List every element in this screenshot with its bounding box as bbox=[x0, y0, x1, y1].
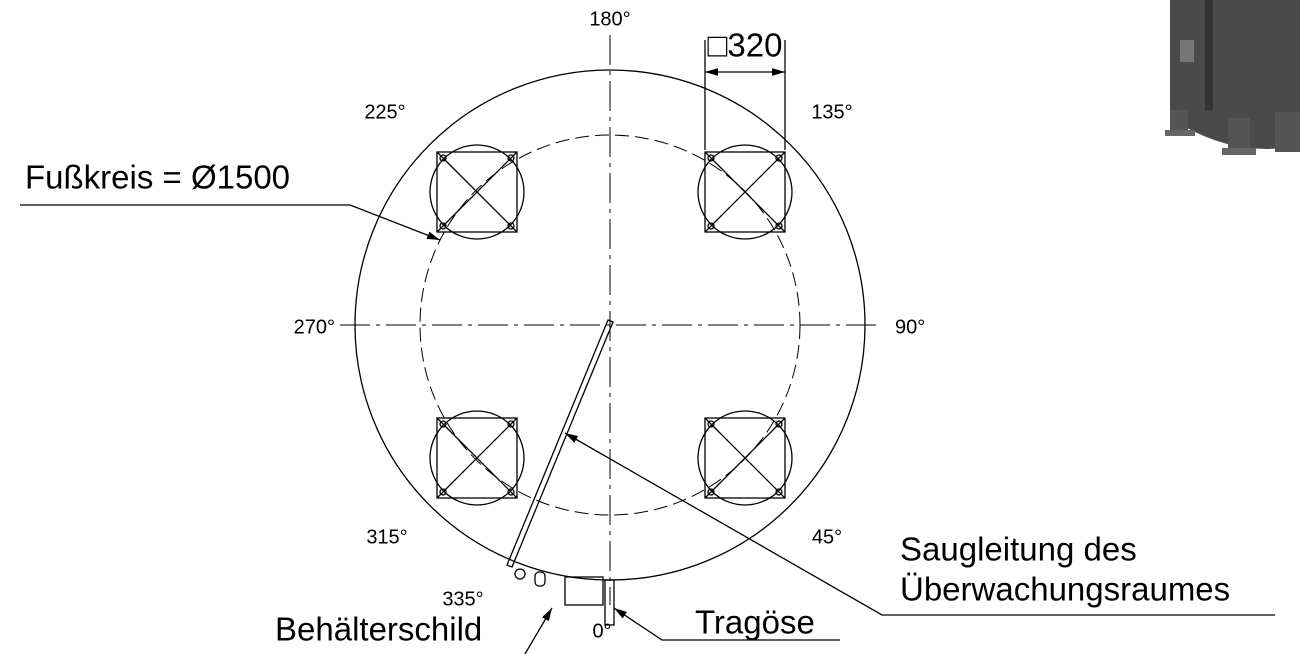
angle-label: 0° bbox=[592, 620, 611, 642]
nameplate-label: Behälterschild bbox=[275, 611, 482, 648]
fitting bbox=[515, 569, 525, 579]
foot-circle-label: Fußkreis = Ø1500 bbox=[25, 159, 290, 196]
angle-label: 335° bbox=[442, 588, 483, 610]
angle-label: 45° bbox=[812, 526, 842, 548]
tank-image bbox=[1165, 0, 1300, 155]
suction-label: Überwachungsraumes bbox=[900, 571, 1230, 608]
angle-label: 180° bbox=[589, 8, 630, 30]
angle-label: 90° bbox=[895, 316, 925, 338]
angle-label: 270° bbox=[294, 316, 335, 338]
angle-label: 225° bbox=[364, 101, 405, 123]
dimension-label: □320 bbox=[708, 27, 783, 64]
angle-label: 135° bbox=[811, 101, 852, 123]
suction-label: Saugleitung des bbox=[900, 531, 1137, 568]
drawing: □320 180° 225° 135° 270° 90° 315° 45° 33… bbox=[0, 0, 1300, 654]
lifting-lug-label: Tragöse bbox=[695, 604, 815, 641]
nameplate-shape bbox=[565, 577, 603, 605]
suction-pipe bbox=[507, 320, 613, 567]
fitting bbox=[535, 572, 545, 586]
leader bbox=[525, 608, 552, 654]
angle-label: 315° bbox=[366, 526, 407, 548]
